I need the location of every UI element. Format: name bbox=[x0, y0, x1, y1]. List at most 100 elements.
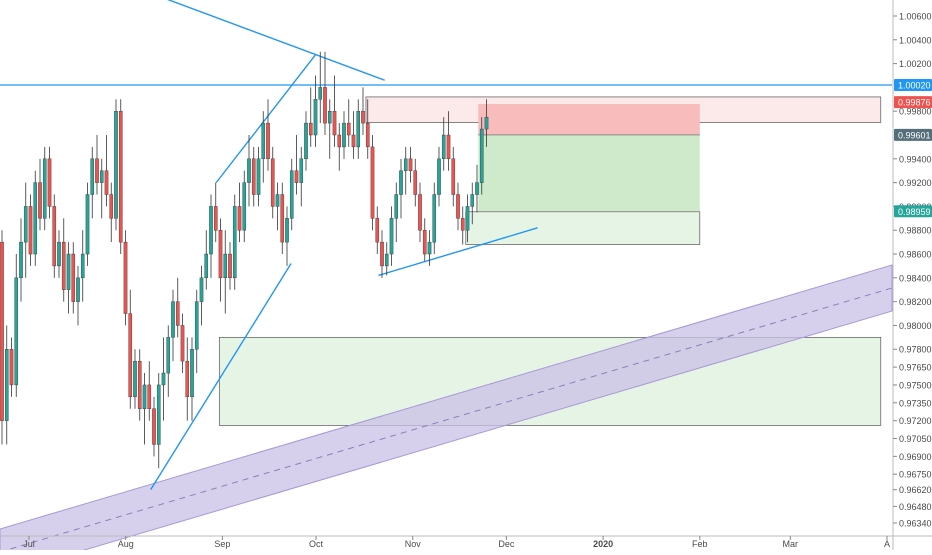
candle-body bbox=[337, 134, 342, 148]
candle-body bbox=[161, 372, 166, 386]
candle-77 bbox=[361, 87, 365, 136]
price-tick-label: 1.00600 bbox=[899, 12, 932, 22]
candle-76 bbox=[356, 99, 361, 159]
candle-97 bbox=[456, 182, 460, 231]
price-label-1.00020: 1.00020 bbox=[894, 79, 932, 92]
candle-body bbox=[128, 313, 133, 398]
candle-body bbox=[332, 111, 337, 136]
candle-body bbox=[408, 158, 413, 171]
candle-body bbox=[42, 158, 47, 219]
candle-12 bbox=[52, 194, 57, 278]
candle-body bbox=[228, 253, 232, 279]
candle-69 bbox=[323, 51, 327, 136]
candle-36 bbox=[166, 325, 171, 397]
candle-body bbox=[432, 194, 437, 243]
candle-body bbox=[33, 182, 38, 255]
candle-86 bbox=[403, 146, 408, 195]
candle-body bbox=[109, 194, 114, 219]
candle-35 bbox=[161, 337, 166, 421]
candle-body bbox=[361, 111, 365, 124]
candle-body bbox=[28, 206, 33, 255]
candle-59 bbox=[275, 182, 280, 231]
price-tick-label: 0.96480 bbox=[899, 502, 932, 512]
candle-body bbox=[237, 206, 242, 231]
candle-body bbox=[180, 325, 185, 362]
price-label-text: 0.99601 bbox=[898, 130, 931, 140]
price-label-bg bbox=[894, 79, 932, 92]
candle-72 bbox=[337, 123, 342, 171]
price-label-bg bbox=[894, 128, 932, 141]
candle-103 bbox=[484, 99, 489, 147]
candle-8 bbox=[33, 170, 38, 266]
candle-body bbox=[280, 194, 285, 243]
price-tick-label: 0.97650 bbox=[899, 363, 932, 373]
price-label-text: 0.99876 bbox=[898, 98, 931, 108]
candle-body bbox=[156, 384, 161, 445]
candle-74 bbox=[346, 99, 351, 147]
candle-66 bbox=[308, 87, 313, 147]
price-tick-label: 0.98200 bbox=[899, 297, 932, 307]
candle-body bbox=[71, 253, 76, 302]
candle-3 bbox=[9, 337, 14, 397]
candle-80 bbox=[375, 206, 380, 255]
candle-body bbox=[242, 182, 247, 231]
time-tick-label: 2020 bbox=[593, 539, 613, 549]
trendline-nov-support bbox=[378, 227, 538, 277]
regression-channel bbox=[0, 264, 893, 555]
candle-15 bbox=[66, 242, 71, 314]
candle-body bbox=[327, 111, 332, 124]
candle-13 bbox=[57, 230, 61, 278]
candle-50 bbox=[232, 194, 237, 290]
candle-28 bbox=[128, 289, 133, 409]
candle-70 bbox=[327, 99, 332, 159]
candle-body bbox=[465, 206, 470, 231]
candle-body bbox=[318, 87, 323, 100]
candle-body bbox=[346, 122, 351, 136]
candle-75 bbox=[351, 111, 356, 159]
candle-body bbox=[375, 218, 380, 243]
candle-46 bbox=[213, 182, 218, 243]
candle-65 bbox=[304, 111, 308, 171]
candle-61 bbox=[285, 206, 289, 266]
candle-88 bbox=[413, 158, 418, 207]
candle-95 bbox=[446, 111, 451, 171]
price-tick-label: 0.96340 bbox=[899, 519, 932, 529]
candle-body bbox=[232, 206, 237, 279]
candle-body bbox=[446, 134, 451, 160]
candle-10 bbox=[42, 146, 47, 231]
candle-20 bbox=[90, 146, 95, 219]
candle-body bbox=[475, 182, 479, 195]
candle-92 bbox=[432, 182, 437, 255]
price-label-text: 1.00020 bbox=[898, 81, 931, 91]
candle-90 bbox=[422, 218, 427, 262]
candle-22 bbox=[99, 158, 104, 219]
candle-body bbox=[114, 111, 118, 219]
price-tick-label: 0.98400 bbox=[899, 273, 932, 283]
candle-body bbox=[342, 122, 346, 148]
time-tick-label: Aug bbox=[118, 539, 134, 549]
take-profit-zone bbox=[478, 134, 700, 212]
time-tick-label: Dec bbox=[498, 539, 515, 549]
candle-body bbox=[304, 122, 308, 160]
price-tick-label: 0.97800 bbox=[899, 345, 932, 355]
candle-39 bbox=[180, 313, 185, 374]
candle-body bbox=[356, 111, 361, 148]
candle-body bbox=[19, 241, 23, 279]
candle-43 bbox=[199, 265, 204, 326]
candle-body bbox=[133, 360, 137, 398]
candle-93 bbox=[437, 146, 441, 207]
candle-body bbox=[479, 128, 484, 183]
candle-body bbox=[384, 253, 389, 267]
candle-body bbox=[190, 349, 194, 398]
candle-body bbox=[76, 277, 80, 302]
candle-body bbox=[484, 116, 489, 130]
candle-47 bbox=[218, 218, 223, 302]
candle-body bbox=[142, 384, 147, 409]
candle-94 bbox=[441, 117, 446, 171]
candle-14 bbox=[61, 218, 66, 302]
candle-64 bbox=[299, 146, 304, 207]
candle-body bbox=[266, 122, 270, 160]
candle-body bbox=[470, 194, 475, 207]
time-tick-label: A bbox=[884, 539, 890, 549]
